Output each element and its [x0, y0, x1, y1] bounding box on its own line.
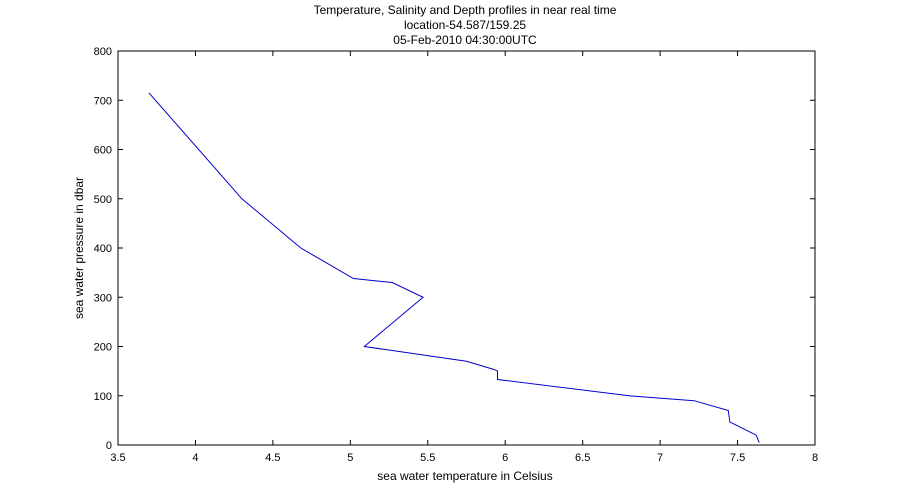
- plot-area-frame: [117, 50, 816, 446]
- y-tick-label: 200: [94, 342, 112, 354]
- chart-title-line-2: location-54.587/159.25: [404, 18, 526, 32]
- chart-title-line-1: Temperature, Salinity and Depth profiles…: [314, 3, 617, 17]
- y-axis-label: sea water pressure in dbar: [72, 177, 86, 319]
- x-axis: 3.5 4 4.5 5 5.5 6 6.5 7 7.5 8: [110, 51, 818, 464]
- x-axis-label: sea water temperature in Celsius: [377, 469, 552, 483]
- x-tick-label: 6: [502, 452, 508, 464]
- x-tick-label: 5.5: [420, 452, 435, 464]
- x-tick-label: 8: [812, 452, 818, 464]
- x-tick-label: 6.5: [575, 452, 590, 464]
- x-tick-label: 4.5: [265, 452, 280, 464]
- y-tick-label: 300: [94, 292, 112, 304]
- y-tick-label: 600: [94, 145, 112, 157]
- y-tick-label: 100: [94, 391, 112, 403]
- chart-title: Temperature, Salinity and Depth profiles…: [314, 3, 617, 47]
- x-tick-label: 5: [347, 452, 353, 464]
- y-tick-label: 700: [94, 95, 112, 107]
- x-tick-label: 4: [192, 452, 198, 464]
- y-tick-label: 500: [94, 194, 112, 206]
- chart-title-line-3: 05-Feb-2010 04:30:00UTC: [393, 33, 537, 47]
- x-tick-label: 7: [657, 452, 663, 464]
- x-tick-label: 3.5: [110, 452, 125, 464]
- y-tick-label: 0: [106, 440, 112, 452]
- x-tick-label: 7.5: [730, 452, 745, 464]
- y-tick-label: 400: [94, 243, 112, 255]
- y-axis: 0 100 200 300 400 500 600 700 800: [94, 46, 815, 452]
- y-tick-label: 800: [94, 46, 112, 58]
- temperature-series-line: [148, 92, 760, 443]
